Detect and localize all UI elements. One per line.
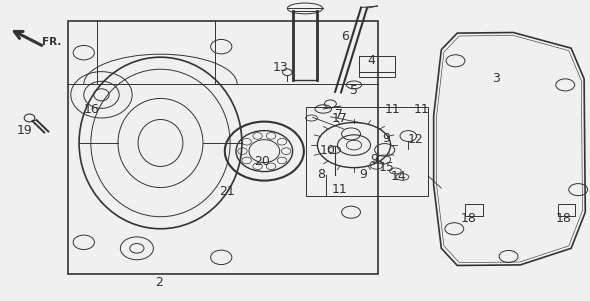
Bar	[465, 204, 483, 216]
Text: 18: 18	[556, 212, 571, 225]
Text: 4: 4	[368, 54, 376, 67]
Bar	[68, 21, 378, 274]
Text: 21: 21	[219, 185, 235, 198]
Text: 11: 11	[332, 183, 347, 196]
Text: 14: 14	[391, 169, 406, 183]
Text: 19: 19	[17, 124, 32, 138]
Text: 11: 11	[414, 103, 430, 116]
Text: 5: 5	[350, 84, 358, 97]
Text: 18: 18	[461, 212, 477, 225]
Text: 12: 12	[408, 133, 424, 147]
Text: 7: 7	[335, 108, 343, 121]
Text: 11: 11	[385, 103, 400, 116]
Text: 13: 13	[273, 61, 288, 74]
Text: 9: 9	[359, 168, 367, 181]
Text: 6: 6	[341, 29, 349, 43]
Text: 3: 3	[491, 72, 500, 85]
Bar	[359, 56, 395, 77]
Text: 15: 15	[379, 160, 394, 174]
Text: 10: 10	[320, 144, 335, 157]
Text: FR.: FR.	[42, 36, 62, 47]
Text: 8: 8	[317, 168, 326, 181]
Bar	[558, 204, 575, 216]
Text: 2: 2	[155, 276, 163, 290]
Text: 16: 16	[84, 103, 99, 116]
Text: 9: 9	[382, 132, 391, 145]
Text: 9: 9	[371, 153, 379, 166]
Bar	[306, 107, 428, 196]
Text: 17: 17	[332, 112, 347, 126]
Text: 20: 20	[255, 154, 270, 168]
